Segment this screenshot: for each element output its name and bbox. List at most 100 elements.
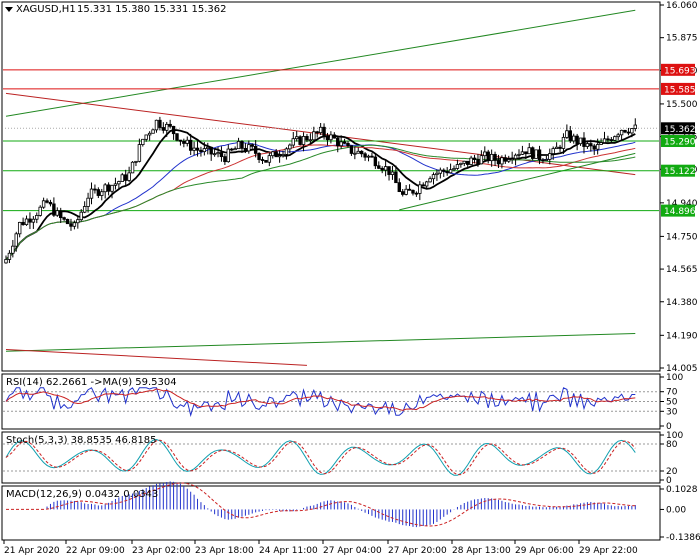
candle [585, 142, 590, 149]
candle-body [223, 156, 227, 163]
candle [483, 146, 487, 163]
main-pane-frame [1, 1, 661, 372]
candle [411, 189, 415, 196]
candle-body [619, 129, 624, 136]
candle [134, 160, 138, 167]
time-tick-label: 28 Apr 13:00 [452, 546, 511, 556]
price-tick-label: 15.500 [666, 100, 698, 110]
symbol-dropdown-icon[interactable] [5, 7, 13, 12]
candle-body [380, 167, 384, 171]
candle [500, 155, 504, 169]
candle-body [233, 148, 237, 151]
candle-body [195, 147, 200, 151]
candle-body [141, 138, 145, 145]
candle-body [486, 151, 490, 162]
candle [599, 138, 603, 145]
candle-body [134, 160, 138, 163]
candle-body [144, 134, 148, 140]
candle-body [93, 188, 97, 191]
candle [264, 160, 268, 163]
candle-body [339, 141, 343, 147]
candle-body [240, 141, 244, 149]
main-pane [3, 9, 659, 366]
time-tick-label: 29 Apr 22:00 [579, 546, 638, 556]
price-tick-label: 15.875 [666, 34, 698, 44]
candle [124, 169, 128, 186]
macd-pane: 0.1028 0.00 -0.1386 [6, 481, 700, 543]
candle-body [110, 184, 114, 192]
candle-body [257, 152, 261, 160]
candle-body [308, 139, 313, 142]
candle-body [585, 143, 590, 147]
candle [558, 144, 562, 153]
candle [274, 149, 278, 158]
candle-body [86, 197, 90, 207]
candle [31, 216, 36, 229]
candle [496, 154, 501, 168]
candle [359, 150, 364, 158]
candle [554, 142, 559, 150]
candle-body [462, 160, 466, 164]
candle [575, 133, 579, 151]
candle-body [401, 191, 405, 195]
candle-body [534, 149, 538, 159]
candle-body [127, 172, 131, 181]
macd-tick-label: -0.1386 [666, 533, 700, 543]
candle-body [561, 136, 566, 149]
candle-body [349, 145, 354, 154]
candle [530, 146, 535, 161]
candle-body [544, 159, 549, 161]
candle-body [298, 136, 302, 145]
candle-body [199, 149, 203, 153]
candle-body [82, 206, 87, 213]
candle [465, 160, 470, 168]
candle-body [281, 153, 285, 156]
candle [630, 127, 634, 138]
price-tick-label: 16.060 [666, 1, 698, 11]
candle [493, 151, 497, 167]
candle [401, 188, 405, 197]
candles [4, 116, 637, 264]
candle-body [72, 222, 77, 227]
candle-body [291, 138, 295, 146]
candle [35, 212, 39, 224]
candle-body [113, 183, 118, 186]
candle [448, 163, 453, 174]
candle [281, 150, 285, 158]
time-tick-label: 27 Apr 20:00 [388, 546, 447, 556]
candle [383, 159, 388, 177]
stoch-k-line [5, 438, 636, 476]
candle [312, 126, 316, 142]
candle-body [589, 143, 593, 147]
candle [431, 172, 436, 185]
candle-body [383, 166, 388, 171]
price-tick-label: 14.750 [666, 232, 698, 242]
candle [397, 178, 401, 193]
candle-body [247, 144, 251, 152]
candle [541, 158, 545, 164]
candle [216, 146, 220, 158]
candle [421, 182, 425, 187]
candle-body [305, 136, 309, 141]
price-tag-box [661, 164, 695, 177]
candle [418, 181, 422, 201]
candle [414, 191, 419, 197]
candle-body [496, 160, 501, 165]
price-tick-label: 14.940 [666, 199, 698, 209]
candle-body [158, 119, 162, 128]
candle-body [52, 203, 56, 216]
candle-body [346, 142, 350, 147]
candle [161, 122, 166, 134]
candle-body [363, 153, 367, 158]
candle-body [373, 156, 378, 167]
candle [55, 207, 59, 217]
candle-body [65, 218, 70, 225]
price-tick-label: 14.005 [666, 364, 698, 374]
chart-symbol: XAGUSD,H1 [16, 4, 76, 15]
candle-body [226, 148, 230, 163]
time-tick-label: 21 Apr 2020 [4, 546, 60, 556]
candle [38, 205, 42, 217]
candle-body [253, 145, 258, 154]
candle-body [548, 153, 552, 160]
candle-body [469, 157, 473, 165]
